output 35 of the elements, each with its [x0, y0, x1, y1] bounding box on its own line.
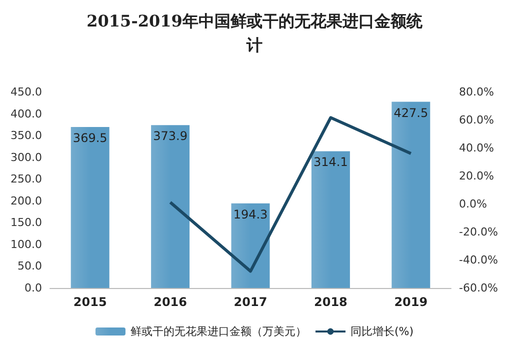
x-tick-label: 2018	[314, 295, 348, 309]
y-tick-label: 250.0	[10, 172, 42, 186]
y-tick-label: 150.0	[10, 216, 42, 230]
y-tick-label: 100.0	[10, 238, 42, 251]
x-tick-label: 2016	[154, 295, 188, 309]
legend-label: 鲜或干的无花果进口金额（万美元）	[130, 325, 306, 338]
data-label: 194.3	[233, 207, 268, 222]
x-tick-label: 2019	[394, 295, 428, 309]
x-tick-label: 2015	[73, 295, 107, 309]
data-label: 314.1	[314, 155, 348, 170]
y-tick-label: 450.0	[10, 86, 42, 98]
y-tick-label: 350.0	[10, 129, 42, 142]
y-tick-label: 400.0	[10, 107, 42, 120]
bar	[392, 102, 430, 288]
y-tick-label: 0.0	[24, 282, 42, 294]
bar	[311, 151, 350, 288]
legend-label: 同比增长(%)	[350, 325, 414, 338]
y2-tick-label: 0.0%	[459, 198, 487, 210]
y-tick-label: 200.0	[10, 194, 42, 208]
y2-tick-label: -20.0%	[459, 226, 498, 238]
y-tick-label: 300.0	[10, 150, 42, 164]
data-label: 427.5	[394, 106, 428, 120]
y2-tick-label: -40.0%	[459, 254, 498, 266]
chart-title: 2015-2019年中国鲜或干的无花果进口金额统计	[86, 12, 424, 54]
data-label: 369.5	[72, 131, 108, 146]
bar	[70, 127, 110, 288]
x-tick-label: 2017	[234, 295, 268, 309]
y-tick-label: 50.0	[18, 260, 42, 273]
y2-tick-label: 20.0%	[459, 170, 494, 182]
y2-tick-label: 40.0%	[459, 142, 494, 154]
bar	[151, 125, 190, 288]
data-label: 373.9	[153, 129, 188, 144]
y2-tick-label: 60.0%	[459, 114, 494, 126]
y2-tick-label: -60.0%	[459, 282, 498, 294]
y2-tick-label: 80.0%	[459, 86, 494, 98]
